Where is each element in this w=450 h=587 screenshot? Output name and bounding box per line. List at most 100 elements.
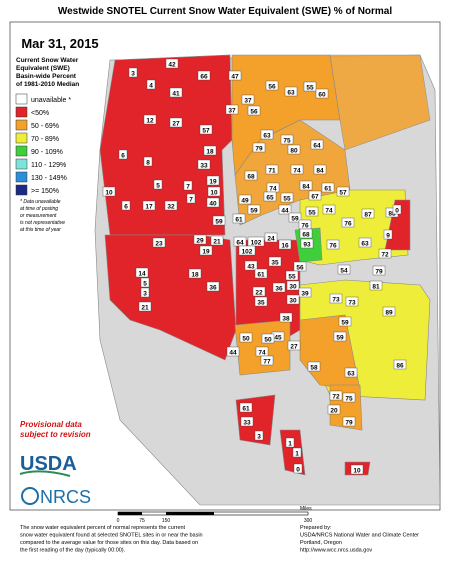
basin-label-box [286,280,300,291]
basin-label-box [199,124,213,135]
basin-label: 56 [250,109,258,116]
basin-label-box [327,404,341,415]
basin-label-box [169,117,183,128]
basin-label: 19 [209,179,217,186]
basin-label-box [315,88,329,99]
legend-note: * Data unavailable [20,199,61,205]
legend-note: is not representative [20,220,65,226]
basin-label: 54 [340,268,348,275]
basin-label: 88 [388,211,396,218]
basin-label: 59 [336,335,344,342]
basin-label: 33 [243,420,251,427]
legend-title: Basin-wide Percent [16,73,77,80]
basin-label-box [342,416,356,427]
basin-label-box [146,79,156,90]
basin-label: 74 [269,186,277,193]
basin-label-box [142,200,156,211]
basin-label: 59 [291,216,299,223]
basin-label-box [247,236,265,247]
basin-label: 7 [186,184,190,191]
basin-label: 79 [345,420,353,427]
basin-label-box [165,58,179,69]
basin-label: 23 [155,241,163,248]
basin-label-box [254,296,268,307]
basin-label: 1 [288,441,292,448]
basin-label-box [228,70,242,81]
basin-label: 32 [167,204,175,211]
footer-credit: USDA/NRCS National Water and Climate Cen… [300,533,419,539]
legend-label: 90 - 109% [31,149,63,156]
date: Mar 31, 2015 [21,36,98,51]
scale-bar [117,511,309,516]
basin-label: 10 [353,468,361,475]
basin-label-box [254,430,264,441]
basin-label: 74 [325,208,333,215]
basin-label: 7 [189,197,193,204]
basin-label-box [372,265,386,276]
basin-label-box [203,145,217,156]
basin-label: 74 [293,168,301,175]
basin-label: 0 [296,467,300,474]
basin-label: 87 [364,212,372,219]
basin-label: 29 [196,238,204,245]
basin-label-box [169,87,183,98]
basin-label-box [193,234,207,245]
basin-label: 57 [339,190,347,197]
basin-label: 55 [283,196,291,203]
basin-label-box [102,186,116,197]
basin-label-box [310,139,324,150]
basin-label: 60 [318,92,326,99]
basin-label-box [244,260,258,271]
basin-label: 67 [311,194,319,201]
basin-label-box [287,340,301,351]
basin-label: 55 [308,210,316,217]
basin-label-box [382,306,396,317]
legend-swatch [15,119,28,131]
basin-label: 9 [386,233,390,240]
basin-label: 63 [361,241,369,248]
basin-label: 3 [257,434,261,441]
basin-label: 3 [131,71,135,78]
legend-swatch [15,145,28,157]
legend-note: or measurement [20,213,57,219]
basin-label: 50 [264,337,272,344]
basin-label: 18 [206,149,214,156]
basin-label-box [197,70,211,81]
basin-label: 20 [330,408,338,415]
basin-label-box [212,215,226,226]
basin-label-box [358,237,372,248]
footer-text: snow water equivalent found at selected … [20,533,203,539]
basin-label-box [199,245,213,256]
basin-label: 61 [324,186,332,193]
basin-label-box [290,164,304,175]
basin-label: 63 [263,133,271,140]
basin-label: 12 [146,118,154,125]
basin-label-box [164,200,178,211]
basin-label: 42 [168,62,176,69]
basin-label: 16 [281,243,289,250]
scale-tick: 150 [162,518,171,524]
basin-label: 27 [172,121,180,128]
basin-label: 64 [313,143,321,150]
basin-label: 79 [375,269,383,276]
scale-tick: 300 [304,518,313,524]
basin-label: 39 [301,291,309,298]
basin-label: 40 [209,201,217,208]
legend-title: Current Snow Water [16,57,79,64]
legend-swatch [15,184,28,196]
basin-label-box [350,464,364,475]
basin-label-box [140,287,150,298]
basin-label: 74 [258,350,266,357]
usda-swoosh [19,470,71,477]
legend-label: >= 150% [31,188,59,195]
basin-label: 61 [242,406,250,413]
basin-label-box [329,293,343,304]
footer-credit: http://www.wcc.nrcs.usda.gov [300,548,372,554]
basin-label-box [128,67,138,78]
basin-label-box [361,208,375,219]
basin-label: 64 [236,240,244,247]
basin-label-box [263,191,277,202]
basin-label-box [333,331,347,342]
